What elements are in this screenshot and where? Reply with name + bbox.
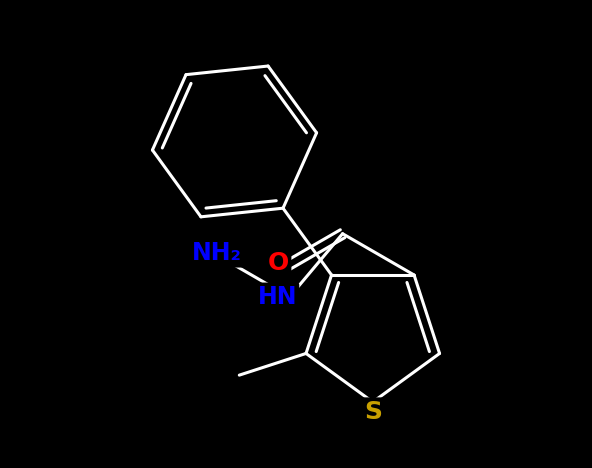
Text: S: S bbox=[364, 400, 382, 424]
Text: NH₂: NH₂ bbox=[192, 241, 242, 265]
Text: O: O bbox=[268, 250, 289, 275]
Text: HN: HN bbox=[258, 285, 297, 309]
